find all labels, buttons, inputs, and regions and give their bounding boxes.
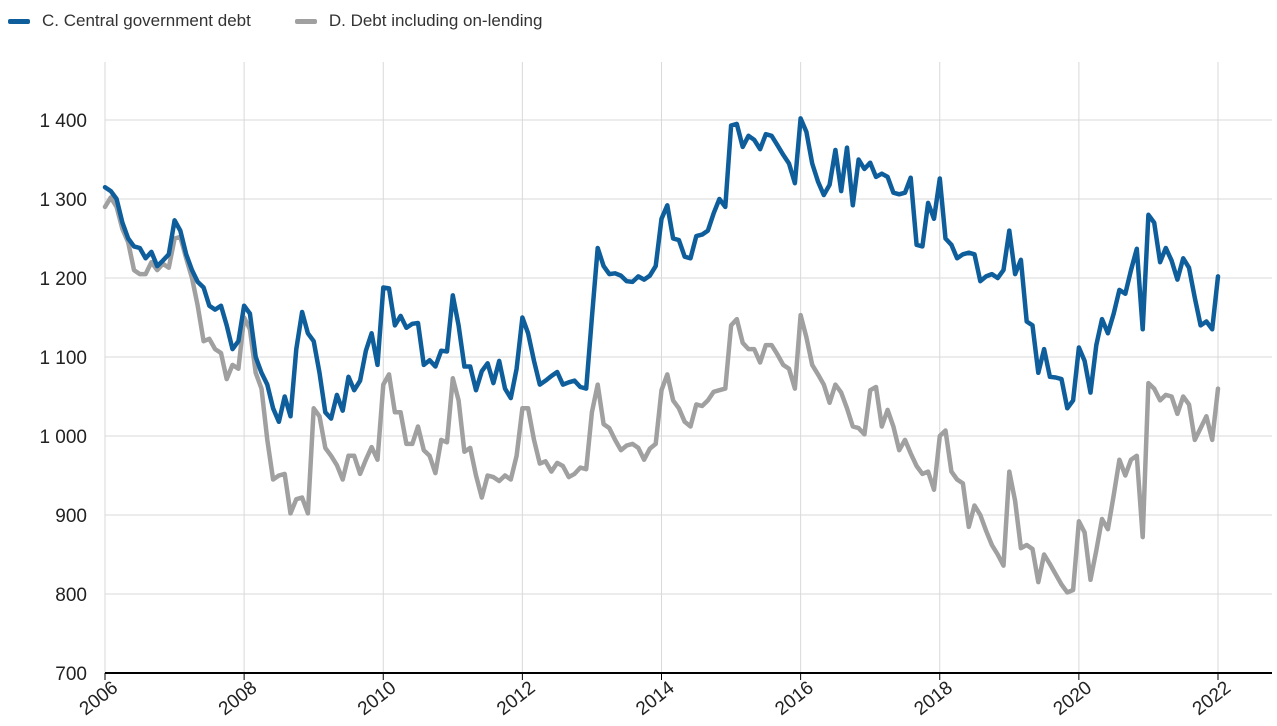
x-tick-label-4: 2014 [632,677,679,720]
legend-item-central-government-debt[interactable]: C. Central government debt [8,11,251,31]
y-tick-label-1: 800 [55,585,87,606]
x-tick-label-2: 2010 [354,677,400,720]
legend-label-central-government-debt: C. Central government debt [42,11,251,30]
series-line-debt-including-on-lending [102,195,1221,595]
y-tick-label-7: 1 400 [39,111,87,132]
chart-legend: C. Central government debt D. Debt inclu… [8,8,586,34]
legend-swatch-debt-including-on-lending [294,18,317,24]
y-tick-label-4: 1 100 [39,348,87,369]
x-tick-label-6: 2018 [911,677,957,720]
series-line-central-government-debt [102,116,1221,425]
grid-lines [104,62,1272,673]
x-tick-label-1: 2008 [215,677,261,720]
x-tick-label-7: 2020 [1050,677,1096,720]
x-tick-label-3: 2012 [493,677,539,720]
legend-item-debt-including-on-lending[interactable]: D. Debt including on-lending [294,11,543,31]
y-tick-label-3: 1 000 [39,427,87,448]
y-tick-label-5: 1 200 [39,269,87,290]
y-tick-label-2: 900 [55,506,87,527]
y-tick-label-6: 1 300 [39,190,87,211]
x-tick-label-8: 2022 [1189,677,1235,720]
legend-swatch-central-government-debt [8,18,30,24]
y-tick-label-0: 700 [55,664,87,685]
legend-label-debt-including-on-lending: D. Debt including on-lending [328,11,543,30]
x-tick-label-5: 2016 [771,677,817,720]
